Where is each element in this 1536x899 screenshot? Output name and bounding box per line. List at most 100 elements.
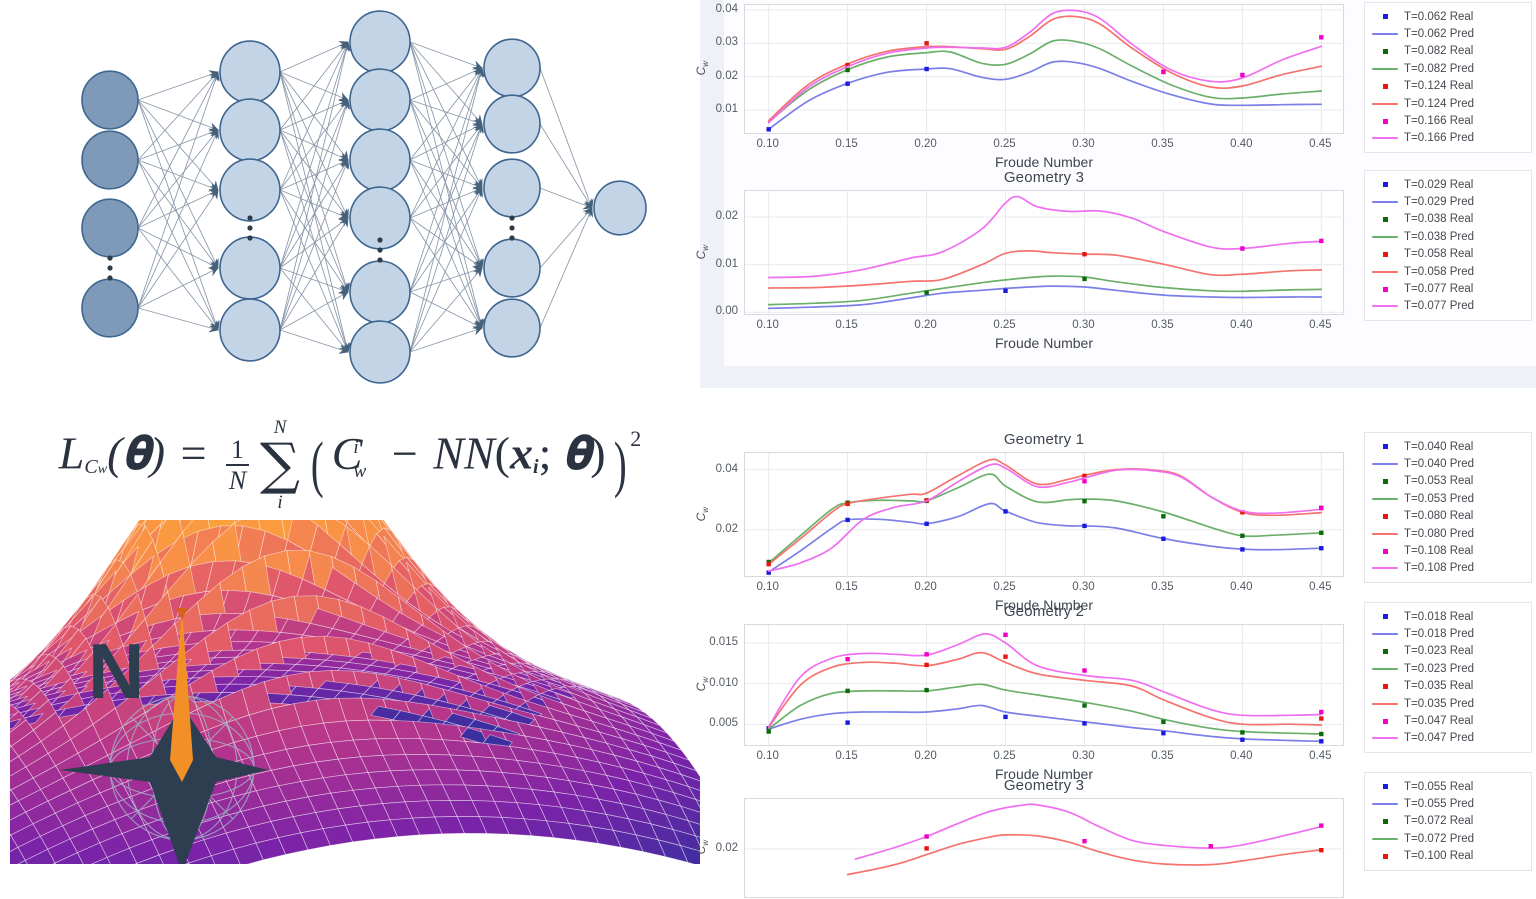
nn-node — [219, 158, 281, 222]
legend-item[interactable]: T=0.080 Real — [1370, 508, 1524, 525]
legend-item[interactable]: T=0.082 Pred — [1370, 60, 1524, 77]
legend-label: T=0.108 Real — [1404, 545, 1474, 558]
legend-label: T=0.038 Pred — [1404, 230, 1475, 243]
legend-item[interactable]: T=0.108 Pred — [1370, 560, 1524, 577]
legend-item[interactable]: T=0.038 Pred — [1370, 228, 1524, 245]
legend-item[interactable]: T=0.023 Real — [1370, 643, 1524, 660]
y-axis-label: Cw — [693, 60, 711, 76]
legend-item[interactable]: T=0.018 Pred — [1370, 625, 1524, 642]
legend-line-swatch — [1370, 33, 1400, 36]
ellipsis-dot — [377, 247, 383, 253]
y-tick-label: 0.010 — [709, 676, 738, 689]
x-tick-label: 0.35 — [1151, 319, 1174, 331]
ellipsis-dot — [107, 265, 113, 271]
legend-item[interactable]: T=0.035 Pred — [1370, 695, 1524, 712]
legend-item[interactable]: T=0.047 Real — [1370, 712, 1524, 729]
x-tick-label: 0.30 — [1072, 750, 1095, 762]
x-tick-label: 0.20 — [914, 319, 937, 331]
legend-line-swatch — [1370, 532, 1400, 535]
x-tick-label: 0.30 — [1072, 138, 1095, 150]
x-tick-label: 0.10 — [756, 581, 779, 593]
legend-line-swatch — [1370, 463, 1400, 466]
legend-item[interactable]: T=0.080 Pred — [1370, 525, 1524, 542]
legend-item[interactable]: T=0.058 Real — [1370, 246, 1524, 263]
legend-marker-swatch — [1370, 683, 1400, 689]
x-tick-label: 0.45 — [1309, 750, 1332, 762]
legend-item[interactable]: T=0.058 Pred — [1370, 263, 1524, 280]
nn-node — [219, 98, 281, 162]
legend-item[interactable]: T=0.124 Real — [1370, 78, 1524, 95]
surface-cell — [680, 805, 700, 825]
legend-item[interactable]: T=0.166 Real — [1370, 112, 1524, 129]
x-tick-label: 0.15 — [835, 750, 858, 762]
surface-cell — [210, 848, 241, 864]
legend-item[interactable]: T=0.018 Real — [1370, 608, 1524, 625]
surface-cell — [10, 691, 21, 699]
legend-item[interactable]: T=0.035 Real — [1370, 678, 1524, 695]
legend-item[interactable]: T=0.055 Pred — [1370, 795, 1524, 812]
legend-marker-swatch — [1370, 83, 1400, 89]
y-tick-label: 0.02 — [715, 69, 738, 82]
legend-label: T=0.108 Pred — [1404, 562, 1475, 575]
legend-item[interactable]: T=0.053 Real — [1370, 473, 1524, 490]
legend-item[interactable]: T=0.124 Pred — [1370, 95, 1524, 112]
x-axis-label: Froude Number — [994, 335, 1094, 351]
legend-label: T=0.029 Pred — [1404, 196, 1475, 209]
legend-item[interactable]: T=0.053 Pred — [1370, 490, 1524, 507]
legend-item[interactable]: T=0.062 Pred — [1370, 25, 1524, 42]
nn-node — [483, 238, 541, 298]
legend-item[interactable]: T=0.040 Real — [1370, 438, 1524, 455]
legend-item[interactable]: T=0.047 Pred — [1370, 730, 1524, 747]
legend-line-swatch — [1370, 737, 1400, 740]
legend-item[interactable]: T=0.038 Real — [1370, 211, 1524, 228]
ellipsis-dot — [509, 225, 515, 231]
legend-item[interactable]: T=0.023 Pred — [1370, 660, 1524, 677]
legend-label: T=0.077 Pred — [1404, 300, 1475, 313]
legend-item[interactable]: T=0.166 Pred — [1370, 130, 1524, 147]
surface-cell — [687, 820, 700, 838]
nn-node — [483, 94, 541, 154]
nn-node — [219, 40, 281, 104]
legend-item[interactable]: T=0.072 Pred — [1370, 830, 1524, 847]
x-tick-label: 0.45 — [1309, 138, 1332, 150]
chart-title: Geometry 3 — [1003, 169, 1085, 186]
legend-marker-swatch — [1370, 784, 1400, 790]
legend-item[interactable]: T=0.108 Real — [1370, 542, 1524, 559]
legend-item[interactable]: T=0.040 Pred — [1370, 455, 1524, 472]
x-axis-label: Froude Number — [994, 597, 1094, 613]
x-tick-label: 0.20 — [914, 138, 937, 150]
x-tick-label: 0.10 — [756, 750, 779, 762]
loss-landscape-surface — [10, 520, 700, 864]
ellipsis-dot — [247, 225, 253, 231]
surface-cell — [695, 798, 700, 808]
legend-item[interactable]: T=0.100 Real — [1370, 848, 1524, 865]
legend-item[interactable]: T=0.077 Pred — [1370, 298, 1524, 315]
legend-item[interactable]: T=0.062 Real — [1370, 8, 1524, 25]
legend-label: T=0.166 Pred — [1404, 132, 1475, 145]
legend-item[interactable]: T=0.082 Real — [1370, 43, 1524, 60]
legend-line-swatch — [1370, 667, 1400, 670]
legend-marker-swatch — [1370, 286, 1400, 292]
x-tick-label: 0.40 — [1230, 750, 1253, 762]
y-tick-label: 0.01 — [715, 257, 738, 270]
legend-label: T=0.053 Pred — [1404, 492, 1475, 505]
x-tick-label: 0.25 — [993, 319, 1016, 331]
legend-label: T=0.124 Real — [1404, 80, 1474, 93]
legend-item[interactable]: T=0.029 Real — [1370, 176, 1524, 193]
nn-node — [483, 158, 541, 218]
surface-cell — [91, 856, 111, 864]
legend-item[interactable]: T=0.055 Real — [1370, 778, 1524, 795]
compass-star — [60, 705, 268, 864]
x-tick-label: 0.30 — [1072, 581, 1095, 593]
legend-label: T=0.080 Pred — [1404, 527, 1475, 540]
surface-cell — [672, 829, 700, 852]
legend-item[interactable]: T=0.077 Real — [1370, 280, 1524, 297]
legend-item[interactable]: T=0.029 Pred — [1370, 193, 1524, 210]
y-tick-label: 0.005 — [709, 717, 738, 730]
legend-item[interactable]: T=0.072 Real — [1370, 813, 1524, 830]
nn-node — [81, 130, 139, 190]
